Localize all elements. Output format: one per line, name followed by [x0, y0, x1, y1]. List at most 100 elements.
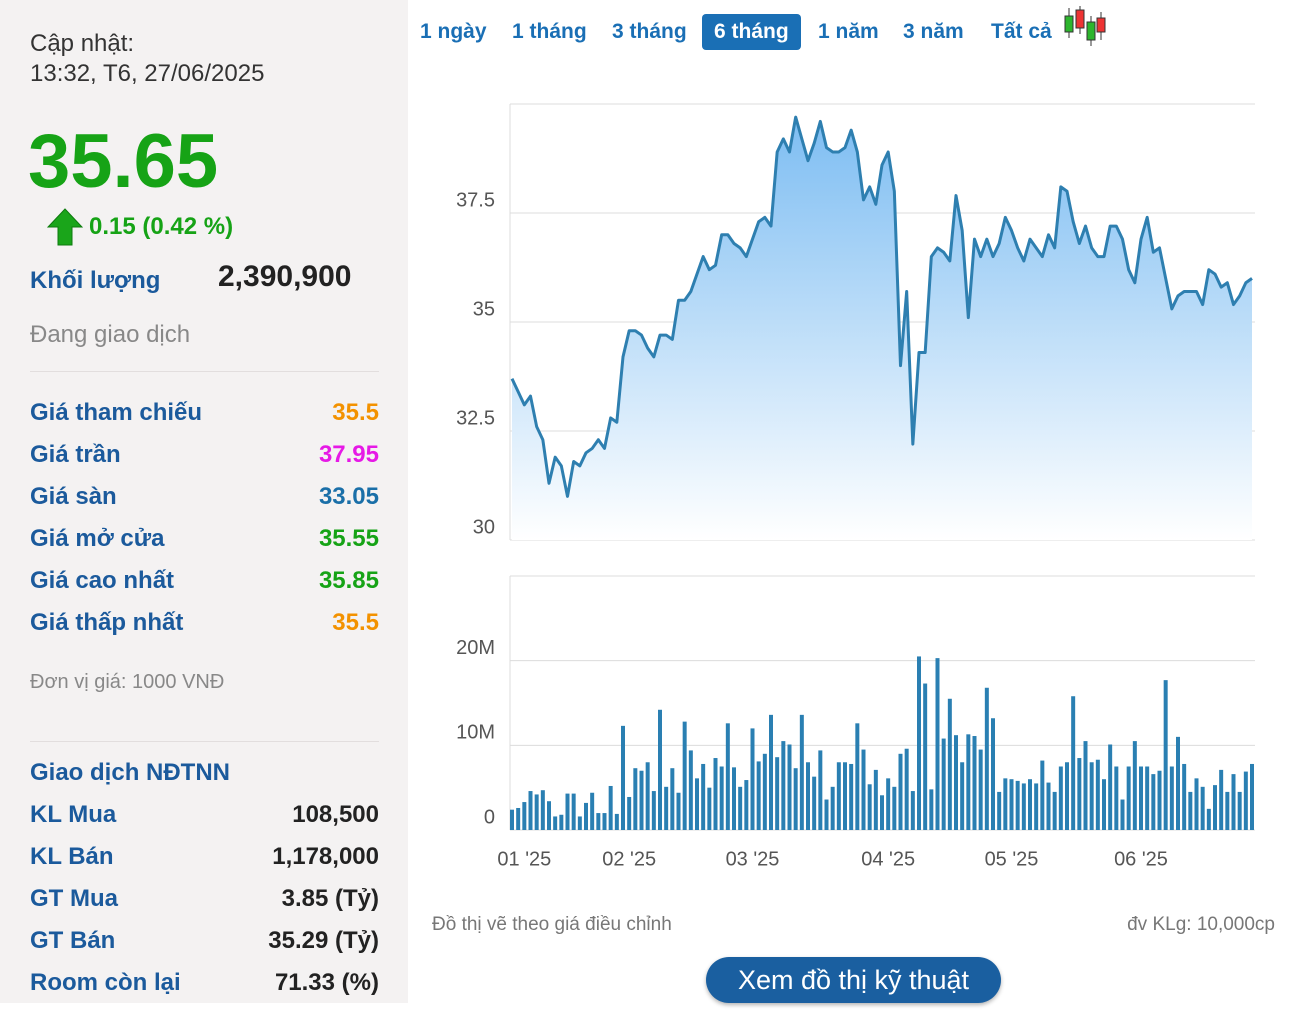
volume-bar [621, 725, 625, 830]
range-tab[interactable]: 3 năm [903, 20, 964, 43]
volume-bar [1151, 774, 1156, 830]
x-tick-label: 06 '25 [1114, 848, 1168, 870]
y-tick-label: 35 [473, 298, 495, 320]
volume-bar [966, 734, 971, 830]
volume-bar [775, 757, 780, 830]
volume-bar [787, 744, 792, 830]
divider [30, 741, 379, 742]
volume-bar [713, 758, 718, 830]
volume-bar [1231, 774, 1236, 830]
price-row: Giá sàn 33.05 [30, 483, 379, 513]
volume-bar [707, 787, 712, 830]
volume-bar [762, 753, 767, 830]
volume-bar [651, 791, 656, 830]
volume-bar [1145, 766, 1150, 830]
volume-bar [806, 762, 810, 830]
price-value: 35.55 [318, 525, 379, 552]
volume-unit: đv KLg: 10,000cp [1127, 914, 1275, 935]
volume-bar [756, 761, 761, 830]
price-value: 35.85 [318, 567, 379, 594]
volume-bar [954, 735, 958, 830]
price-value: 33.05 [318, 483, 379, 510]
volume-bar [892, 786, 897, 830]
volume-value: 2,390,900 [218, 260, 352, 293]
volume-bar [824, 799, 829, 830]
volume-bar [818, 750, 823, 830]
price-row: Giá mở cửa 35.55 [30, 525, 379, 555]
range-tab[interactable]: 1 năm [818, 20, 879, 43]
price-value: 37.95 [318, 441, 379, 468]
volume-bar [781, 741, 786, 830]
volume-bar [1194, 778, 1199, 830]
volume-bar [935, 658, 940, 830]
update-time: 13:32, T6, 27/06/2025 [30, 60, 265, 87]
volume-bar [725, 723, 730, 830]
technical-chart-button[interactable]: Xem đồ thị kỹ thuật [706, 957, 1001, 1003]
volume-bar [1176, 736, 1180, 830]
volume-bar [608, 785, 613, 830]
volume-bar [886, 778, 891, 830]
volume-bar [1114, 766, 1119, 830]
chart-note: Đồ thị vẽ theo giá điều chỉnh [432, 914, 672, 935]
volume-bar [682, 721, 687, 830]
price-row: Giá cao nhất 35.85 [30, 567, 379, 597]
volume-bar [1157, 770, 1162, 830]
volume-bar [658, 709, 662, 830]
volume-bar [695, 778, 699, 830]
foreign-value: 108,500 [292, 801, 379, 828]
y-tick-label: 10M [456, 722, 495, 744]
volume-bar [1206, 808, 1211, 830]
volume-bar [732, 767, 736, 830]
volume-bar [1095, 759, 1100, 830]
foreign-row: KL Bán 1,178,000 [30, 843, 379, 873]
price-row: Giá trần 37.95 [30, 441, 379, 471]
volume-bar [596, 813, 601, 830]
quote-panel: Cập nhật: 13:32, T6, 27/06/2025 35.65 0.… [0, 0, 408, 1003]
volume-bar [904, 748, 909, 830]
volume-bar [688, 750, 693, 830]
price-row: Giá thấp nhất 35.5 [30, 609, 379, 639]
volume-bar [614, 813, 619, 830]
volume-bar [843, 762, 847, 830]
volume-bar [1083, 741, 1088, 830]
volume-bar [941, 738, 946, 830]
foreign-row: GT Bán 35.29 (Tỷ) [30, 927, 379, 957]
volume-bar [664, 786, 669, 830]
foreign-row: Room còn lại 71.33 (%) [30, 969, 379, 999]
volume-bar [1182, 763, 1187, 830]
volume-bar [1243, 771, 1248, 830]
price-label: Giá trần [30, 441, 121, 468]
volume-bar [1132, 741, 1137, 830]
range-tab[interactable]: 6 tháng [702, 14, 801, 50]
candlestick-icon[interactable] [1062, 6, 1106, 48]
volume-bar [750, 728, 755, 830]
volume-bar [972, 736, 977, 830]
volume-bar [1052, 791, 1057, 830]
volume-bar [645, 762, 650, 830]
trading-status: Đang giao dịch [30, 321, 191, 348]
foreign-label: GT Bán [30, 927, 116, 954]
range-tab[interactable]: 1 ngày [420, 20, 487, 43]
volume-bar [1009, 779, 1014, 830]
volume-bar [571, 793, 576, 830]
volume-bar [1040, 760, 1045, 830]
volume-bar [1015, 780, 1020, 830]
volume-bar [1225, 791, 1230, 830]
volume-bar [978, 749, 983, 830]
volume-bar [1126, 766, 1131, 830]
volume-bar [701, 763, 706, 830]
foreign-row: KL Mua 108,500 [30, 801, 379, 831]
range-tab[interactable]: Tất cả [991, 20, 1052, 43]
volume-bar [917, 656, 921, 830]
range-tab[interactable]: 3 tháng [612, 20, 687, 43]
volume-bar [910, 791, 915, 830]
volume-bar [670, 768, 675, 830]
price-label: Giá tham chiếu [30, 399, 203, 426]
volume-bar [812, 776, 817, 830]
range-tab[interactable]: 1 tháng [512, 20, 587, 43]
foreign-label: GT Mua [30, 885, 118, 912]
volume-bar [1089, 762, 1094, 830]
foreign-value: 35.29 (Tỷ) [268, 927, 379, 954]
y-tick-label: 30 [473, 516, 495, 538]
